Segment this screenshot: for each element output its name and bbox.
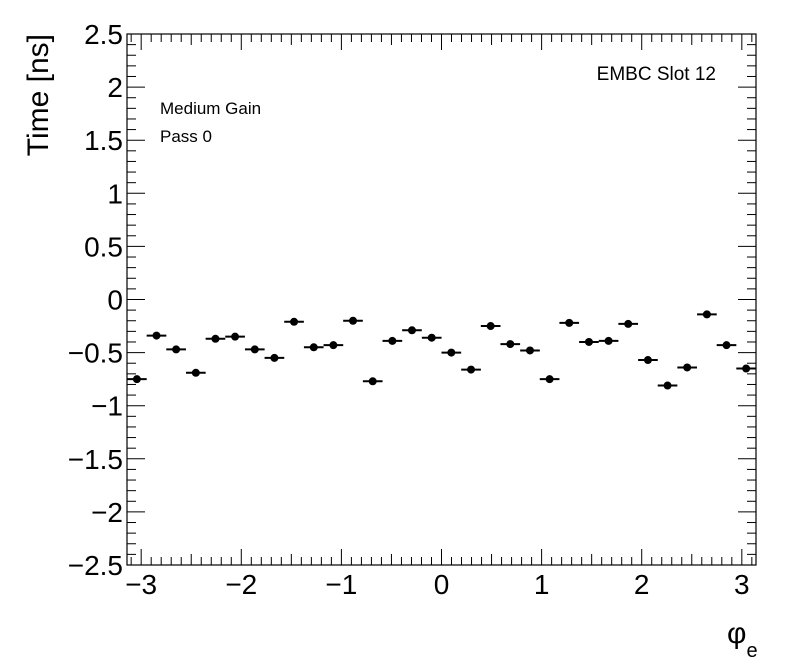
data-point <box>545 375 554 384</box>
x-tick-label: 3 <box>734 569 750 600</box>
data-point <box>329 341 338 350</box>
y-tick-label: 2.5 <box>84 19 123 50</box>
data-point <box>604 336 613 345</box>
annotation-pass: Pass 0 <box>160 127 212 146</box>
data-point <box>388 336 397 345</box>
y-tick-label: 2 <box>107 72 123 103</box>
data-point <box>525 346 534 355</box>
y-tick-label: −2 <box>91 497 123 528</box>
data-point <box>565 318 574 327</box>
annotation-gain: Medium Gain <box>160 99 261 118</box>
data-point <box>368 377 377 386</box>
y-tick-label: −1 <box>91 391 123 422</box>
data-point <box>270 353 279 362</box>
axis-ticks <box>127 33 756 566</box>
data-point <box>683 363 692 372</box>
y-tick-label: −0.5 <box>68 338 123 369</box>
data-point <box>742 364 751 373</box>
y-axis-title: Time [ns] <box>22 34 55 156</box>
data-point <box>309 343 318 352</box>
data-point <box>250 345 259 354</box>
y-tick-label: 0 <box>107 285 123 316</box>
data-point <box>172 345 181 354</box>
data-point <box>722 341 731 350</box>
x-tick-label: 1 <box>534 569 550 600</box>
data-point <box>663 381 672 390</box>
data-point <box>132 375 141 384</box>
data-point <box>290 317 299 326</box>
data-point <box>506 340 515 349</box>
y-tick-label: −2.5 <box>68 550 123 581</box>
tick-labels: −2.5 −2 −1.5 −1 −0.5 0 0.5 1 1.5 2 2.5 −3 −2 −1 0 1 2 3 <box>68 19 750 600</box>
data-point <box>643 356 652 365</box>
y-tick-label: −1.5 <box>68 444 123 475</box>
data-point <box>231 332 240 341</box>
y-tick-label: 1.5 <box>84 125 123 156</box>
x-axis-title: φe <box>727 617 758 662</box>
data-point <box>427 333 436 342</box>
data-point <box>624 319 633 328</box>
data-point <box>407 326 416 335</box>
data-point <box>486 322 495 331</box>
annotation-partition: EMBC Slot 12 <box>597 64 716 85</box>
y-tick-label: 0.5 <box>84 231 123 262</box>
data-point <box>702 310 711 319</box>
data-point <box>467 365 476 374</box>
x-tick-label: 2 <box>634 569 650 600</box>
data-point <box>211 334 220 343</box>
data-point <box>584 337 593 346</box>
data-point <box>191 368 200 377</box>
y-tick-label: 1 <box>107 178 123 209</box>
data-point <box>447 348 456 357</box>
x-tick-label: −1 <box>325 569 357 600</box>
x-axis-symbol: φ <box>727 617 746 650</box>
x-tick-label: −2 <box>225 569 257 600</box>
data-points <box>127 310 756 390</box>
x-axis-subscript: e <box>746 640 757 662</box>
data-point <box>349 316 358 325</box>
x-tick-label: 0 <box>434 569 450 600</box>
x-tick-label: −3 <box>125 569 157 600</box>
data-point <box>152 331 161 340</box>
